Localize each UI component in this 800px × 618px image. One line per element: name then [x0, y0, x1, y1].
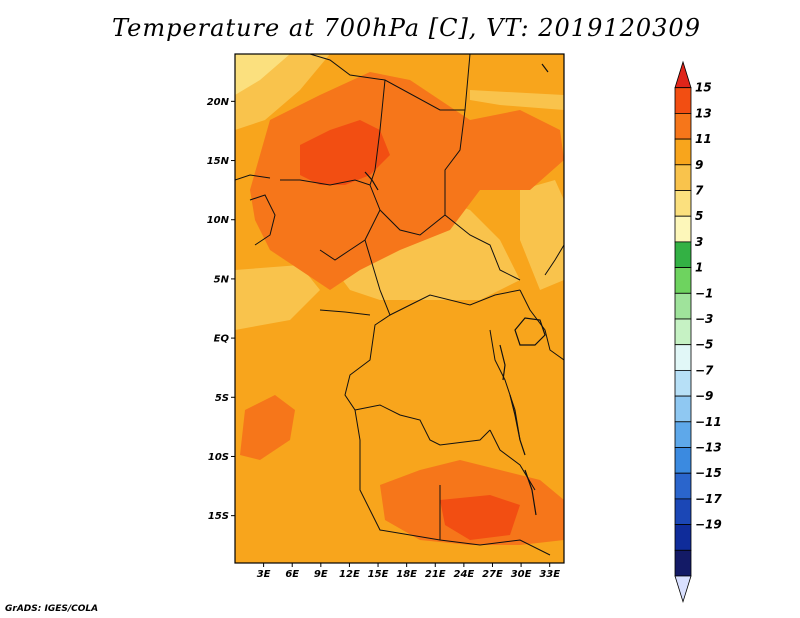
- colorbar-label: −5: [695, 338, 713, 352]
- lat-label: 15N: [207, 156, 230, 167]
- map-frame: [234, 53, 565, 564]
- temperature-field: [235, 54, 564, 563]
- colorbar-swatch: [674, 138, 692, 166]
- colorbar-label: −13: [695, 441, 722, 455]
- lon-label: 9E: [314, 569, 328, 580]
- colorbar-swatch: [674, 164, 692, 191]
- colorbar-swatch: [674, 113, 692, 140]
- longitude-axis: 3E 6E 9E 12E 15E 18E 21E 24E 27E 30E 33E: [257, 563, 560, 580]
- colorbar-swatch: [674, 369, 692, 397]
- lon-label: 18E: [396, 569, 417, 580]
- colorbar-label: 5: [695, 209, 703, 223]
- colorbar-swatch: [674, 447, 692, 474]
- colorbar-label: −11: [695, 415, 722, 429]
- colorbar-label: −19: [695, 518, 722, 532]
- lat-label: 5S: [215, 393, 229, 404]
- colorbar-swatch: [674, 421, 692, 448]
- colorbar-label: 11: [695, 132, 712, 146]
- grads-credit: GrADS: IGES/COLA: [5, 604, 99, 614]
- field-band-5to7-north: [235, 54, 290, 95]
- lon-label: 30E: [511, 569, 532, 580]
- colorbar-label: 7: [695, 184, 704, 198]
- lon-label: 21E: [425, 569, 446, 580]
- colorbar-swatch: [674, 395, 692, 423]
- colorbar-label: −15: [695, 466, 722, 480]
- colorbar-swatch: [674, 292, 692, 320]
- field-band-11to13-north: [250, 72, 564, 290]
- colorbar-label: −7: [695, 363, 714, 377]
- lon-label: 27E: [482, 569, 503, 580]
- water-bodies: [364, 63, 549, 516]
- field-band-13to15-south: [440, 495, 520, 540]
- colorbar-swatch: [674, 87, 692, 114]
- lat-label: 10N: [207, 215, 230, 226]
- country-borders: [235, 54, 564, 556]
- colorbar-swatch: [674, 575, 692, 604]
- colorbar-label: 3: [695, 235, 703, 249]
- colorbar-swatch: [674, 215, 692, 243]
- colorbar-swatch: [674, 267, 692, 294]
- field-band-7to9-west: [235, 265, 320, 330]
- colorbar-swatch: [674, 60, 692, 89]
- colorbar-label: −17: [695, 492, 722, 506]
- colorbar-swatch: [674, 472, 692, 500]
- colorbar-swatch: [674, 498, 692, 525]
- lon-label: 24E: [453, 569, 474, 580]
- colorbar-label: 9: [695, 158, 703, 172]
- colorbar-label: −3: [695, 312, 713, 326]
- lat-label: 10S: [208, 452, 229, 463]
- lat-label: EQ: [214, 334, 230, 345]
- colorbar-swatch: [674, 524, 692, 551]
- colorbar-swatch: [674, 549, 692, 577]
- lon-label: 12E: [339, 569, 360, 580]
- latitude-axis: 20N 15N 10N 5N EQ 5S 10S 15S: [207, 97, 235, 522]
- lat-label: 20N: [207, 97, 230, 108]
- lat-label: 5N: [214, 274, 230, 285]
- chart-title: Temperature at 700hPa [C], VT: 201912030…: [112, 14, 701, 42]
- field-band-11to13-southwest: [240, 395, 295, 460]
- colorbar-swatch: [674, 190, 692, 217]
- colorbar-swatch: [674, 344, 692, 371]
- colorbar-label: 1: [695, 261, 703, 275]
- colorbar-label: 15: [695, 81, 712, 95]
- colorbar-label: −9: [695, 389, 713, 403]
- lon-label: 6E: [285, 569, 299, 580]
- field-band-7to9-sahel: [470, 90, 564, 110]
- colorbar-swatch: [674, 241, 692, 268]
- lat-label: 15S: [208, 511, 229, 522]
- colorbar: 15 13 11 9 7 5 3 1 −1 −3 −5 −7 −9 −11 −13 −15 −17 −19: [674, 60, 722, 604]
- colorbar-label: 13: [695, 106, 712, 120]
- lon-label: 3E: [257, 569, 271, 580]
- colorbar-swatch: [674, 318, 692, 346]
- lon-label: 15E: [368, 569, 389, 580]
- field-band-13to15-north: [300, 120, 390, 185]
- lon-label: 33E: [539, 569, 560, 580]
- colorbar-label: −1: [695, 286, 713, 300]
